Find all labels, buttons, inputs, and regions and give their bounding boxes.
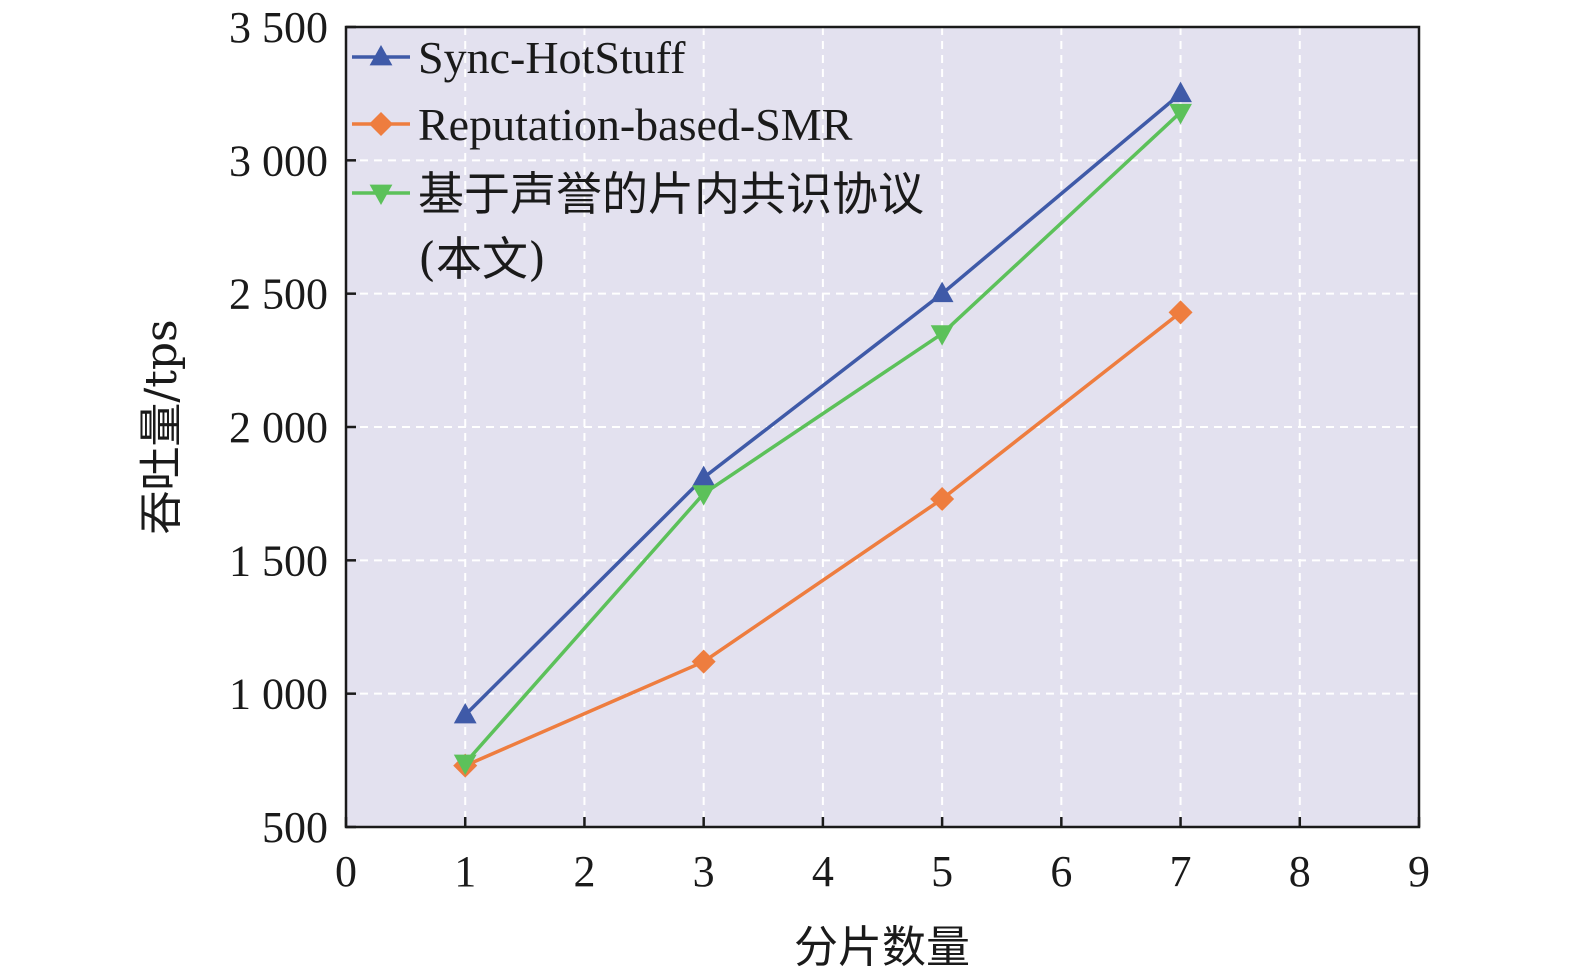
y-tick-label: 2 500 <box>229 270 328 319</box>
data-point <box>1169 81 1192 103</box>
y-tick-label: 1 000 <box>229 670 328 719</box>
series-line <box>463 111 1182 765</box>
legend-label-sync-hotstuff: Sync-HotStuff <box>418 32 686 83</box>
data-point <box>692 465 716 487</box>
y-axis-title: 吞吐量/tps <box>136 319 187 534</box>
y-tick-label: 500 <box>262 803 328 852</box>
data-point <box>930 281 954 303</box>
x-tick-label: 7 <box>1170 847 1192 896</box>
axis-tick-labels: 0 1 2 3 4 5 6 7 8 9 500 1 000 1 500 2 000 2 500 3 000 3 … <box>229 3 1430 896</box>
data-point <box>930 487 955 511</box>
data-point <box>691 649 716 674</box>
x-tick-label: 4 <box>812 847 834 896</box>
series-layer <box>453 81 1193 778</box>
data-point <box>692 485 716 506</box>
legend-label-proposed-protocol: 基于声誉的片内共识协议 <box>418 167 924 221</box>
series-line <box>463 92 1182 717</box>
y-tick-label: 2 000 <box>229 403 328 452</box>
x-tick-label: 1 <box>454 847 476 896</box>
data-point <box>453 703 477 724</box>
legend-marker-proposed-protocol <box>369 184 393 205</box>
legend-label-proposed-protocol-line2: (本文) <box>418 232 546 286</box>
gridlines <box>346 27 1419 827</box>
x-tick-label: 6 <box>1050 847 1072 896</box>
legend: Sync-HotStuff Reputation-based-SMR 基于声誉的… <box>352 32 924 286</box>
y-tick-label: 1 500 <box>229 536 328 585</box>
series-0-sync-hotstuff <box>453 81 1192 724</box>
data-point <box>930 325 954 346</box>
x-tick-label: 9 <box>1408 847 1430 896</box>
data-point <box>1168 300 1193 325</box>
series-2-series <box>453 103 1192 775</box>
data-point <box>453 754 477 775</box>
data-point <box>1169 103 1192 125</box>
legend-label-reputation-smr: Reputation-based-SMR <box>418 99 853 150</box>
x-tick-label: 3 <box>693 847 715 896</box>
series-line <box>464 310 1182 768</box>
legend-marker-reputation-smr <box>369 112 393 136</box>
x-tick-label: 0 <box>335 847 357 896</box>
x-tick-label: 5 <box>931 847 953 896</box>
legend-marker-sync-hotstuff <box>369 45 393 66</box>
x-axis-title: 分片数量 <box>794 922 970 973</box>
x-tick-label: 8 <box>1289 847 1311 896</box>
y-tick-label: 3 000 <box>229 136 328 185</box>
axis-ticks <box>344 25 1421 829</box>
x-tick-label: 2 <box>573 847 595 896</box>
y-tick-label: 3 500 <box>229 3 328 52</box>
